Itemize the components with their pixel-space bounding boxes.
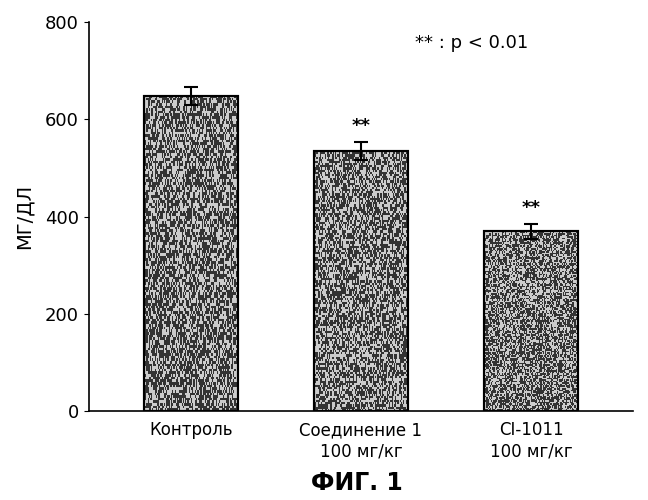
Text: **: ** — [522, 198, 540, 216]
Bar — [484, 232, 578, 412]
Text: ФИГ. 1: ФИГ. 1 — [310, 471, 402, 495]
Y-axis label: МГ/ДЛ: МГ/ДЛ — [15, 184, 34, 250]
Bar — [484, 232, 578, 412]
Text: **: ** — [351, 117, 371, 135]
Bar — [144, 96, 238, 412]
Bar — [314, 151, 408, 411]
Text: ** : p < 0.01: ** : p < 0.01 — [415, 34, 529, 52]
Bar — [314, 151, 408, 411]
Bar — [144, 96, 238, 412]
